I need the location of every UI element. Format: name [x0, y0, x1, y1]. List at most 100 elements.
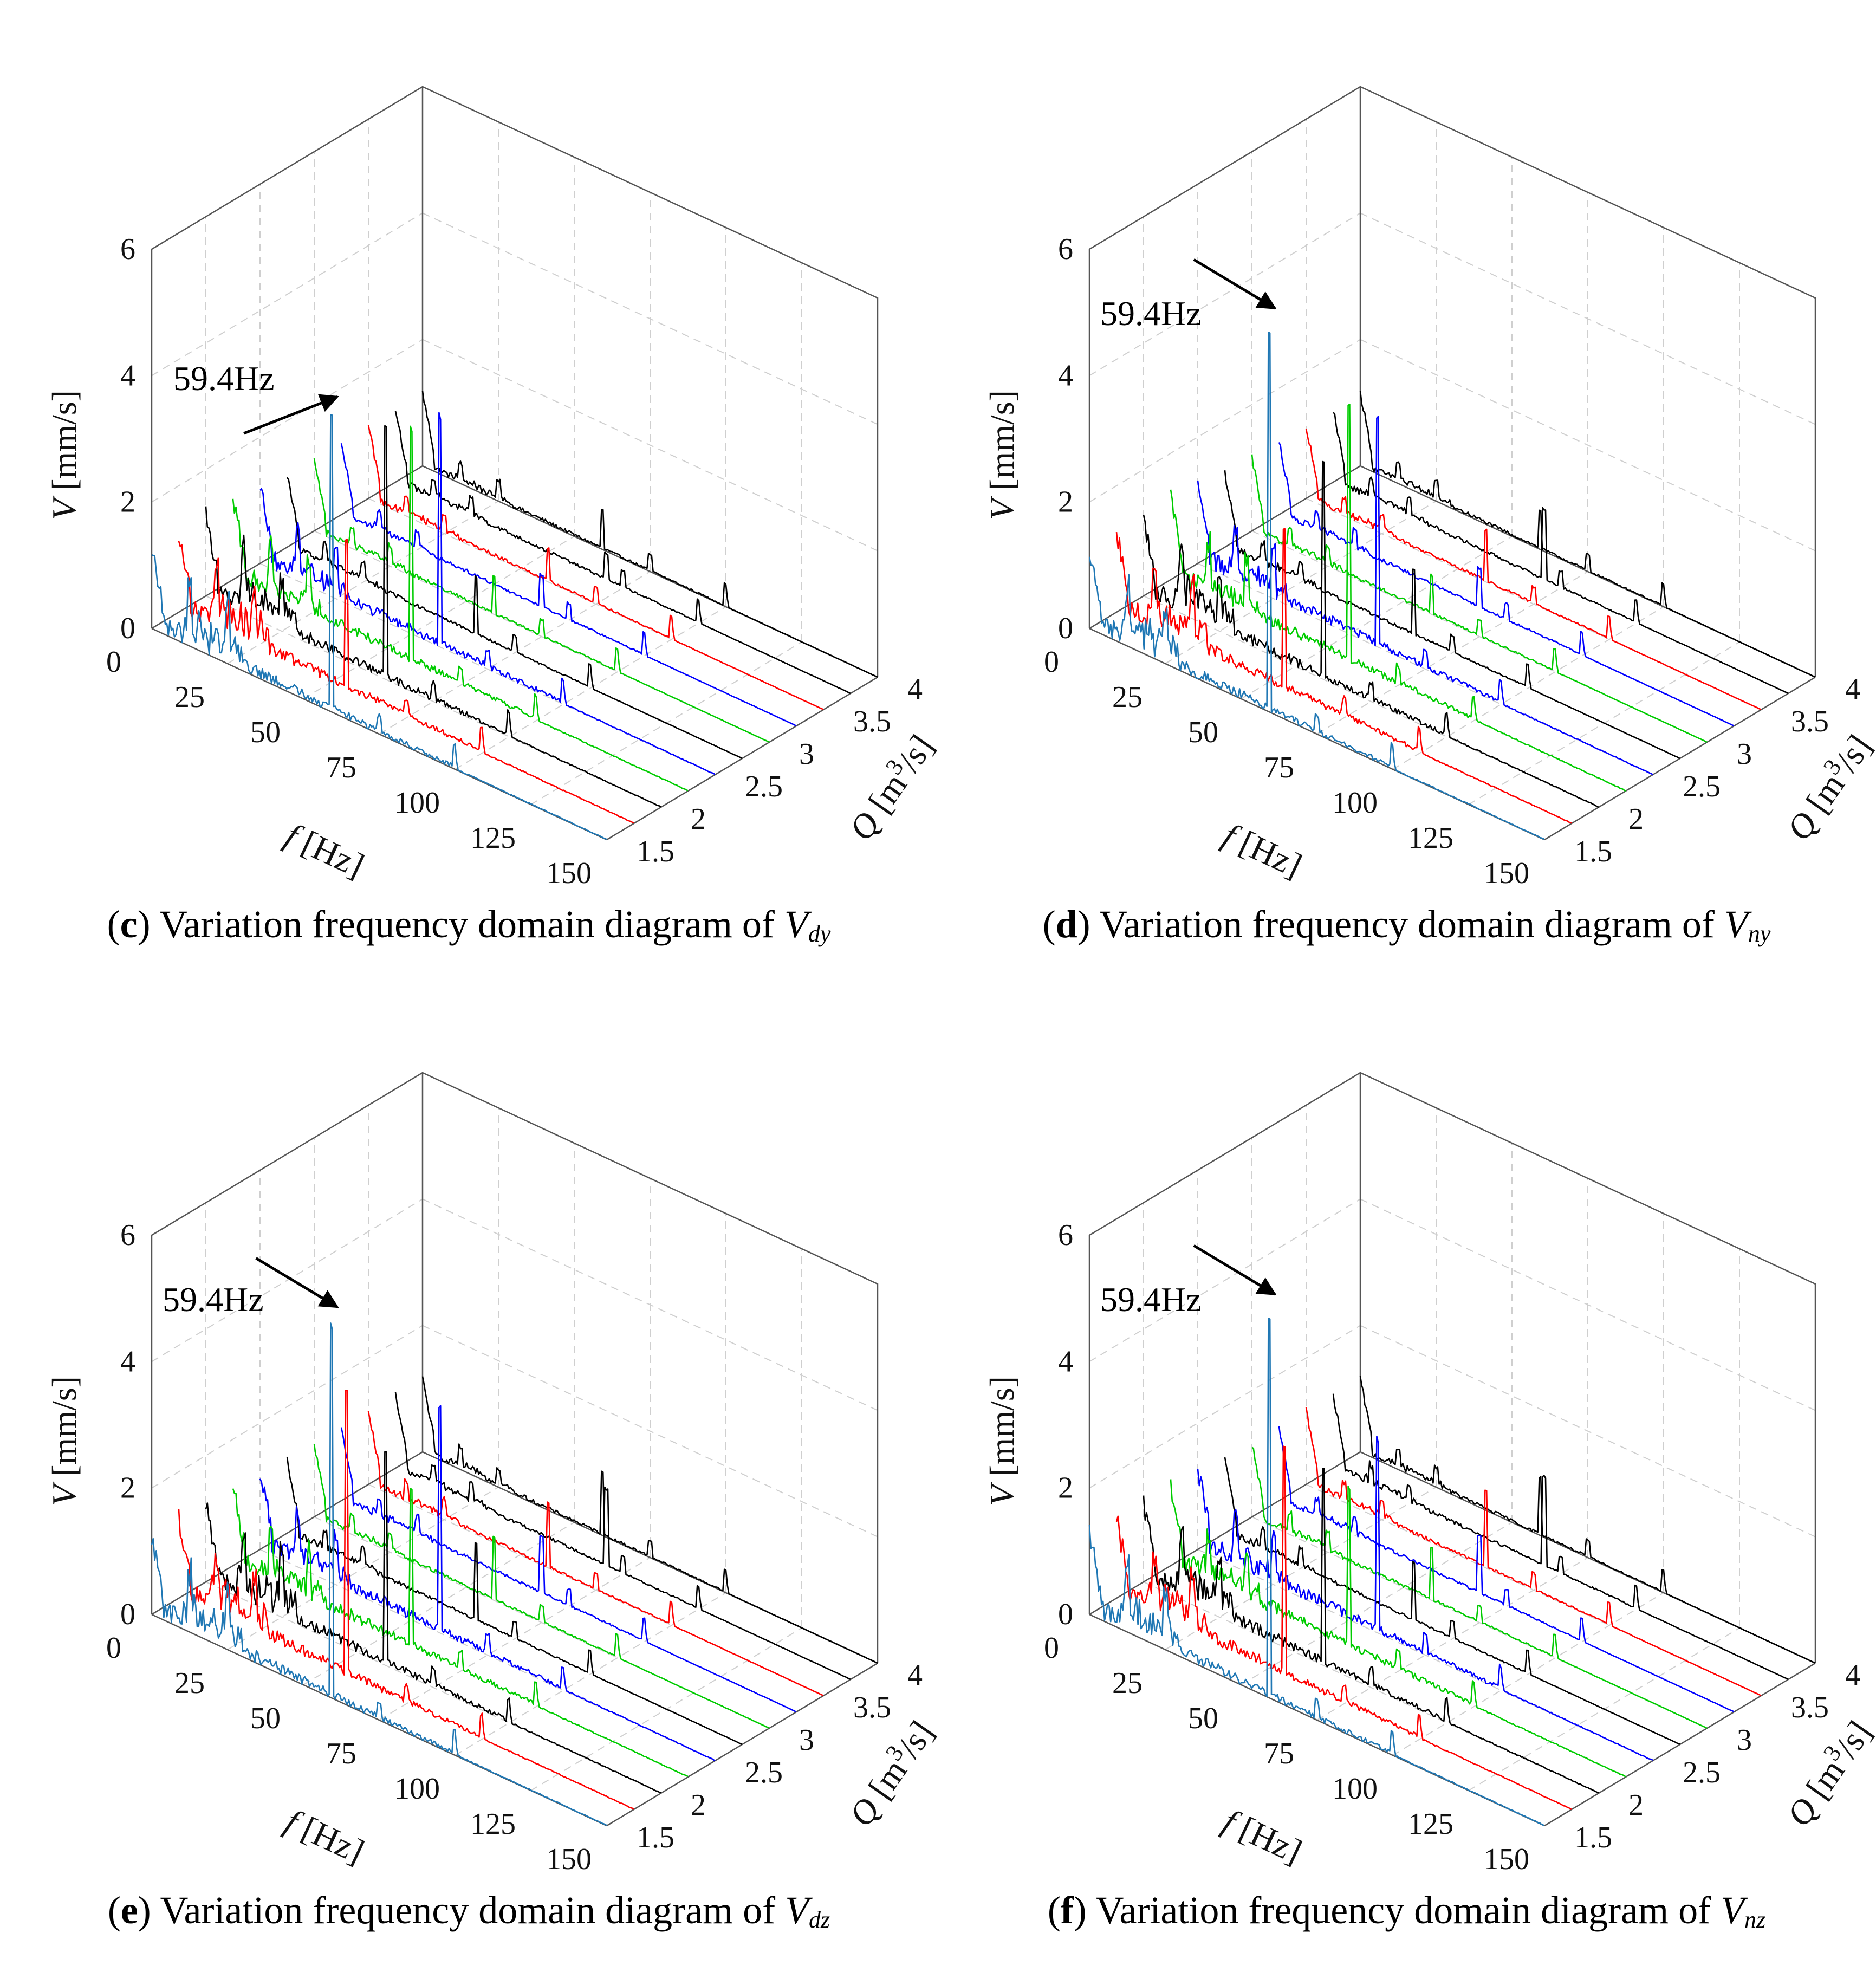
grid-left-horizontal — [151, 1325, 423, 1489]
q-tick-label: 1.5 — [1574, 1821, 1612, 1854]
spectrum-series-q3_25 — [340, 1427, 797, 1713]
spectrum-series-q1_75 — [178, 539, 634, 824]
q-tick-label: 3.5 — [1791, 705, 1829, 738]
f-tick-label: 0 — [1044, 645, 1059, 679]
spectrum-series-q2 — [205, 425, 661, 808]
spectrum-series-q3 — [313, 1443, 770, 1729]
f-tick-label: 150 — [1484, 857, 1529, 890]
spectrum-series-q4 — [421, 1376, 878, 1664]
q-tick-label: 2 — [1628, 1788, 1644, 1822]
spectrum-series-q2_5 — [259, 412, 716, 775]
waterfall-chart-d: 0 25 50 75 100 125 150 1.5 2 2.5 3 3.5 4 0 2 4 6 f [Hz] Q … — [983, 86, 1876, 890]
q-axis-label: Q [m3/s] — [1776, 1712, 1876, 1833]
grid-floor-f — [455, 1592, 726, 1756]
z-tick-label: 6 — [120, 232, 135, 266]
f-tick-label: 25 — [1112, 1666, 1143, 1700]
z-tick-label: 6 — [1058, 1218, 1073, 1252]
q-axis-line — [606, 676, 878, 841]
caption-d: (d) Variation frequency domain diagram o… — [1042, 903, 1771, 947]
q-axis-label: Q [m3/s] — [1776, 726, 1876, 847]
spectrum-series-q1_5 — [151, 1322, 607, 1826]
panel-d: 0 25 50 75 100 125 150 1.5 2 2.5 3 3.5 4 0 2 4 6 f [Hz] Q … — [938, 0, 1876, 986]
grid-left-horizontal — [151, 1198, 423, 1363]
z-tick-label: 0 — [120, 612, 135, 645]
q-tick-label: 1.5 — [637, 835, 674, 868]
panel-c: 0 25 50 75 100 125 150 1.5 2 2.5 3 3.5 4 0 2 4 6 f [Hz] Q … — [0, 0, 941, 986]
q-tick-label: 1.5 — [1574, 835, 1612, 868]
grid-floor-f — [379, 571, 651, 735]
q-axis-label: Q [m3/s] — [839, 726, 941, 847]
f-tick-label: 125 — [470, 821, 516, 855]
q-tick-label: 3.5 — [853, 705, 891, 738]
spectrum-series-q4 — [1359, 1376, 1816, 1664]
spectrum-series-q4 — [421, 391, 878, 678]
f-tick-label: 75 — [326, 751, 356, 784]
q-tick-label: 4 — [1845, 672, 1860, 706]
spectrum-series-q3_75 — [1332, 1393, 1789, 1680]
annotation-arrow — [1193, 1244, 1277, 1296]
f-tick-label: 150 — [546, 857, 592, 890]
spectrum-series-q1_5 — [151, 414, 607, 840]
f-tick-label: 0 — [106, 1631, 121, 1665]
grid-floor-q — [1143, 1581, 1599, 1794]
spectrum-series-q2_5 — [1197, 416, 1653, 775]
q-tick-label: 3 — [1737, 1723, 1752, 1757]
peak-annotation: 59.4Hz — [173, 359, 275, 398]
f-tick-label: 100 — [1332, 1772, 1378, 1806]
wall-top-edge — [1089, 1072, 1816, 1663]
wall-top-edge — [151, 86, 879, 677]
spectrum-series-q3_75 — [394, 1392, 851, 1680]
f-tick-label: 25 — [1112, 680, 1143, 714]
q-tick-label: 4 — [1845, 1658, 1860, 1692]
f-tick-label: 100 — [394, 1772, 440, 1806]
q-tick-label: 3.5 — [853, 1691, 891, 1724]
spectrum-series-q1_75 — [1115, 1445, 1572, 1811]
spectrum-series-q3 — [1251, 1446, 1708, 1729]
v-axis-label: V [mm/s] — [45, 390, 83, 520]
q-tick-label: 2.5 — [745, 770, 783, 803]
q-tick-label: 2.5 — [1683, 1756, 1721, 1789]
spectrum-series-q1_75 — [178, 1389, 634, 1810]
grid-floor-f — [1165, 501, 1437, 664]
grid-floor-q — [205, 595, 661, 808]
grid-back-horizontal — [1360, 339, 1816, 552]
q-tick-label: 2 — [691, 1788, 706, 1822]
q-tick-label: 1.5 — [637, 1821, 674, 1854]
spectrum-series-q3_5 — [367, 1411, 824, 1696]
spectrum-series-q3_75 — [394, 411, 851, 695]
grid-left-horizontal — [1089, 1198, 1361, 1363]
q-tick-label: 2 — [1628, 802, 1644, 836]
spectrum-series-q2_5 — [259, 1405, 716, 1762]
z-tick-label: 2 — [1058, 1471, 1073, 1505]
q-tick-label: 3 — [799, 737, 814, 771]
grid-back-horizontal — [1360, 1198, 1816, 1411]
q-tick-label: 3.5 — [1791, 1691, 1829, 1724]
f-axis-label: f [Hz] — [1217, 815, 1308, 885]
q-tick-label: 3 — [1737, 737, 1752, 771]
v-axis-label: V [mm/s] — [983, 390, 1021, 520]
grid-left-horizontal — [151, 212, 423, 377]
grid-left-horizontal — [1089, 1325, 1361, 1489]
z-tick-label: 0 — [1058, 1598, 1073, 1631]
q-axis-label: Q [m3/s] — [839, 1712, 941, 1833]
spectrum-series-q2 — [1143, 460, 1599, 808]
q-axis-line — [1544, 1662, 1816, 1827]
grid-floor-f — [227, 1487, 499, 1650]
z-tick-label: 6 — [1058, 232, 1073, 266]
grid-back-horizontal — [1360, 1325, 1816, 1538]
annotation-arrow — [243, 394, 339, 435]
f-tick-label: 50 — [250, 1702, 281, 1735]
wall-top-edge — [1089, 86, 1816, 677]
f-tick-label: 125 — [470, 1807, 516, 1841]
f-tick-label: 0 — [106, 645, 121, 679]
annotation-arrow — [255, 1257, 339, 1308]
grid-floor-f — [1165, 1487, 1437, 1650]
q-tick-label: 4 — [907, 672, 923, 706]
f-tick-label: 50 — [1188, 716, 1218, 749]
spectrum-series-q3_25 — [1278, 1426, 1735, 1712]
f-tick-label: 150 — [546, 1843, 592, 1876]
waterfall-chart-f: 0 25 50 75 100 125 150 1.5 2 2.5 3 3.5 4 0 2 4 6 f [Hz] Q … — [983, 1072, 1876, 1876]
z-tick-label: 4 — [120, 359, 135, 392]
q-tick-label: 2.5 — [745, 1756, 783, 1789]
grid-left-horizontal — [1089, 212, 1361, 377]
